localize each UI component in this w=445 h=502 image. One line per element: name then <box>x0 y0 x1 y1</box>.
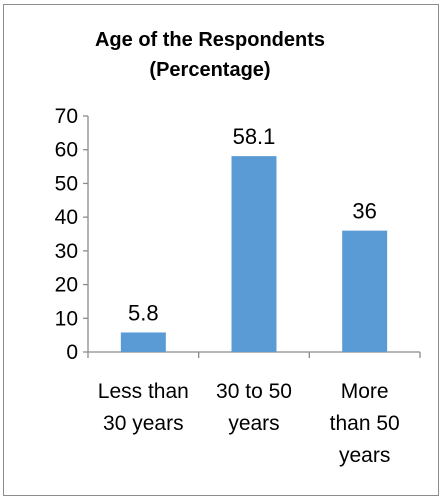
category-label: 30 to 50 <box>216 380 292 403</box>
category-label: Less than <box>98 380 189 403</box>
data-label: 5.8 <box>128 300 159 325</box>
y-tick-label: 50 <box>55 172 78 195</box>
bar-series <box>120 156 388 352</box>
chart-title-line-2: (Percentage) <box>149 59 270 81</box>
data-labels: 5.8 58.1 36 <box>128 124 377 325</box>
category-label: More <box>341 380 389 403</box>
bar <box>120 332 166 352</box>
bar <box>231 156 277 352</box>
x-axis <box>87 351 421 358</box>
y-tick-label: 30 <box>55 240 78 263</box>
y-tick-label: 70 <box>55 105 78 128</box>
category-label: than 50 <box>330 412 400 435</box>
chart-title: Age of the Respondents (Percentage) <box>95 29 325 81</box>
y-tick-label: 40 <box>55 206 78 229</box>
y-tick-label: 20 <box>55 274 78 297</box>
y-tick-label: 60 <box>55 139 78 162</box>
category-label: years <box>339 444 390 467</box>
y-tick-label: 10 <box>55 307 78 330</box>
y-tick-label: 0 <box>66 341 78 364</box>
bar <box>342 230 388 352</box>
category-label: 30 years <box>103 412 184 435</box>
data-label: 36 <box>352 199 376 224</box>
data-label: 58.1 <box>233 124 276 149</box>
y-axis: 0 10 20 30 40 50 60 70 <box>55 105 89 364</box>
category-label: years <box>228 412 279 435</box>
chart-title-line-1: Age of the Respondents <box>95 29 325 51</box>
category-labels: Less than 30 years 30 to 50 years More than 5… <box>98 380 400 467</box>
